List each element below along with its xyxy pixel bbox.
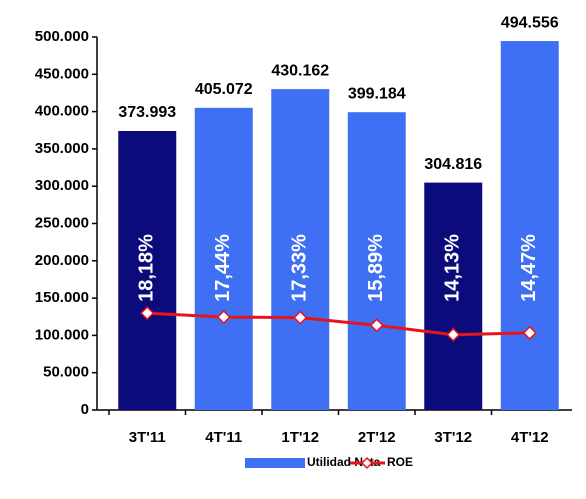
y-tick-label: 0	[81, 401, 89, 418]
y-tick-label: 50.000	[43, 364, 89, 381]
bar	[194, 107, 253, 410]
roe-label: 15,89%	[365, 234, 387, 302]
legend-swatch	[245, 458, 305, 468]
roe-marker	[293, 310, 308, 325]
bar	[500, 41, 559, 411]
roe-line	[147, 311, 530, 337]
roe-marker	[522, 325, 537, 340]
x-tick-label: 1T'12	[281, 429, 319, 446]
y-tick-label: 200.000	[35, 252, 89, 269]
roe-marker	[446, 327, 461, 342]
legend-label: Utilidad Neta	[307, 455, 381, 469]
x-tick-label: 3T'11	[129, 429, 166, 446]
roe-label: 14,47%	[518, 234, 540, 302]
bar-value-label: 430.162	[271, 62, 329, 79]
roe-marker	[140, 306, 155, 321]
y-tick-label: 500.000	[35, 28, 89, 45]
bar-value-label: 304.816	[424, 156, 482, 173]
bar	[271, 89, 330, 410]
x-tick-label: 3T'12	[434, 429, 472, 446]
x-tick-label: 2T'12	[358, 429, 396, 446]
bar-value-label: 373.993	[118, 104, 176, 121]
roe-label: 18,18%	[136, 234, 158, 302]
y-tick-label: 100.000	[35, 326, 89, 343]
x-tick-label: 4T'11	[205, 429, 242, 446]
roe-label: 17,33%	[289, 234, 311, 302]
bar	[118, 131, 177, 410]
roe-marker	[216, 310, 231, 325]
y-tick-label: 150.000	[35, 289, 89, 306]
y-tick-label: 250.000	[35, 214, 89, 231]
legend-marker	[360, 456, 374, 470]
bar	[424, 182, 483, 410]
bar-value-label: 405.072	[195, 81, 253, 98]
roe-label: 17,44%	[212, 234, 234, 302]
legend-label: ROE	[387, 455, 413, 469]
roe-marker	[369, 318, 384, 333]
bar-value-label: 494.556	[501, 14, 559, 31]
bar	[347, 112, 406, 410]
roe-label: 14,13%	[442, 234, 464, 302]
x-tick-label: 4T'12	[511, 429, 549, 446]
bar-value-label: 399.184	[348, 85, 406, 102]
y-tick-label: 350.000	[35, 140, 89, 157]
y-tick-label: 450.000	[35, 65, 89, 82]
y-tick-label: 400.000	[35, 103, 89, 120]
y-tick-label: 300.000	[35, 177, 89, 194]
